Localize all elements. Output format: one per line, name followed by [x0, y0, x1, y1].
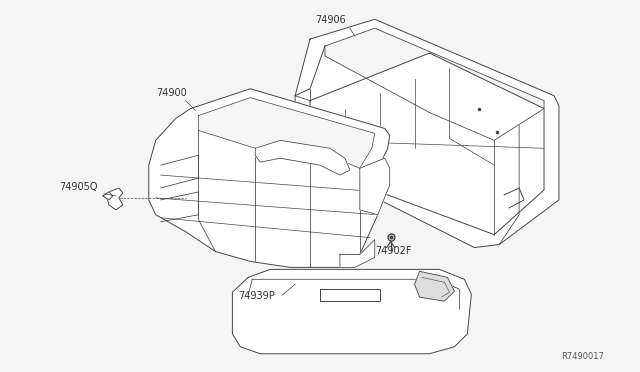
Polygon shape: [148, 89, 390, 267]
Polygon shape: [103, 192, 113, 200]
Text: 74939P: 74939P: [238, 291, 275, 301]
Text: 74906: 74906: [315, 15, 346, 25]
Polygon shape: [310, 53, 544, 235]
Polygon shape: [295, 19, 559, 247]
Polygon shape: [232, 269, 471, 354]
Polygon shape: [360, 158, 390, 215]
Text: 74900: 74900: [156, 88, 186, 98]
Polygon shape: [340, 240, 375, 267]
Text: 74905Q: 74905Q: [59, 182, 98, 192]
Text: 74902F: 74902F: [375, 247, 412, 256]
Polygon shape: [107, 188, 123, 210]
Text: R7490017: R7490017: [561, 352, 604, 361]
Polygon shape: [325, 28, 544, 140]
Polygon shape: [198, 98, 375, 168]
Polygon shape: [255, 140, 350, 175]
Polygon shape: [415, 271, 454, 301]
